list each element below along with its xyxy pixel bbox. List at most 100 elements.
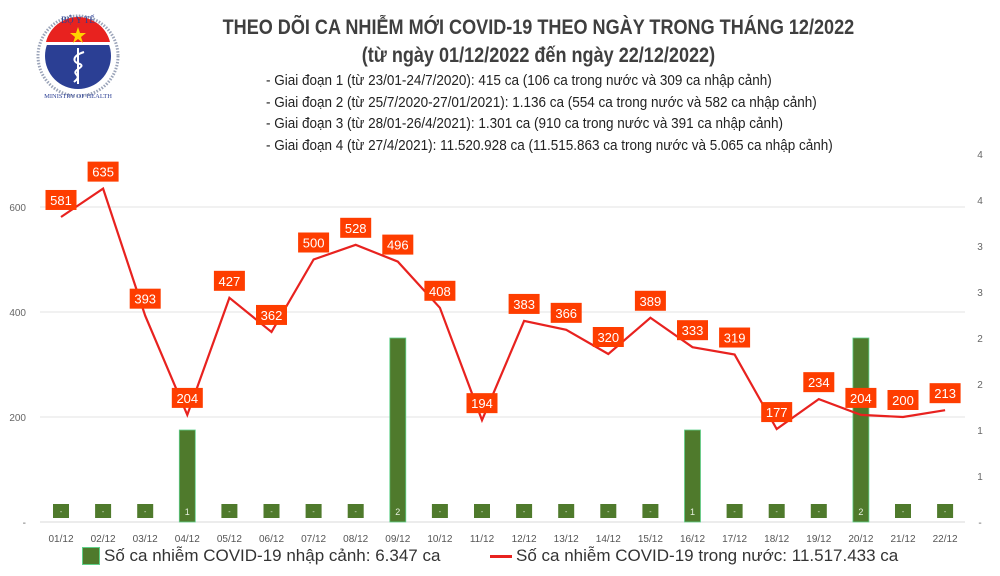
data-label: 528 <box>345 221 367 236</box>
x-tick-label: 12/12 <box>512 534 537 545</box>
x-tick-label: 15/12 <box>638 534 663 545</box>
data-label: 389 <box>640 294 662 309</box>
data-label-box <box>761 402 793 423</box>
x-tick-label: 16/12 <box>680 534 705 545</box>
x-tick-label: 21/12 <box>890 534 915 545</box>
data-label-box <box>256 304 287 325</box>
data-label-box <box>466 393 498 414</box>
data-label: 500 <box>303 236 325 251</box>
bar-imported <box>558 504 575 518</box>
data-label-box <box>845 387 877 408</box>
data-label-box <box>382 234 414 255</box>
bar-label: 2 <box>395 507 400 517</box>
bar-imported <box>137 504 154 518</box>
legend-item-domestic: Số ca nhiễm COVID-19 trong nước: 11.517.… <box>490 546 898 566</box>
data-label: 234 <box>808 375 830 390</box>
right-tick-label: 1 <box>977 426 983 437</box>
bar-imported <box>516 504 533 518</box>
data-label: 427 <box>219 274 241 289</box>
data-label: 177 <box>766 405 788 420</box>
data-label-box <box>87 161 119 182</box>
bar-label: - <box>144 509 147 516</box>
bar-label: - <box>818 509 821 516</box>
data-label-box <box>340 217 372 238</box>
bar-label: - <box>776 509 779 516</box>
bar-imported <box>810 504 827 518</box>
right-tick-label: 4 <box>977 150 983 161</box>
svg-text:MINISTRY OF HEALTH: MINISTRY OF HEALTH <box>44 93 112 100</box>
data-label-box <box>424 280 456 301</box>
bar-imported <box>53 504 69 518</box>
legend-item-imported: Số ca nhiễm COVID-19 nhập cảnh: 6.347 ca <box>82 546 440 566</box>
data-label-box <box>887 390 919 410</box>
line-domestic <box>60 186 946 431</box>
bar-label: 1 <box>185 507 190 517</box>
x-tick-label: 05/12 <box>217 534 242 545</box>
bar-imported <box>263 504 280 518</box>
ministry-of-health-logo: BỘ Y TẾ MINISTRY OF HEALTH <box>36 12 120 105</box>
note-phase-3: - Giai đoạn 3 (từ 28/01-26/4/2021): 1.30… <box>266 115 784 132</box>
bar-label: - <box>607 509 610 516</box>
right-tick-label: 3 <box>977 288 983 299</box>
data-label: 320 <box>597 330 619 345</box>
bar-label: - <box>228 509 231 516</box>
data-label-box <box>171 387 203 408</box>
data-label-box <box>803 372 835 393</box>
bar-label: - <box>102 509 105 516</box>
data-label: 213 <box>934 386 956 401</box>
data-label-box <box>213 270 245 291</box>
bar-imported <box>937 504 954 518</box>
bar-imported <box>600 504 617 518</box>
x-tick-label: 20/12 <box>848 534 873 545</box>
bar-imported <box>347 504 364 518</box>
note-phase-2: - Giai đoạn 2 (từ 25/7/2020-27/01/2021):… <box>266 93 817 111</box>
x-tick-label: 17/12 <box>722 534 747 545</box>
bar-imported <box>895 504 911 518</box>
data-label-box <box>550 302 582 323</box>
data-label: 200 <box>892 393 914 408</box>
bar-imported <box>95 504 112 518</box>
phase-notes: - Giai đoạn 1 (từ 23/01-24/7/2020): 415 … <box>266 70 833 156</box>
bar-imported <box>221 504 238 518</box>
data-label-box <box>508 293 540 314</box>
title-line-2: (từ ngày 01/12/2022 đến ngày 22/12/2022) <box>361 44 716 67</box>
bar-label: - <box>439 509 442 516</box>
x-tick-label: 22/12 <box>933 534 958 545</box>
data-label: 496 <box>387 238 409 253</box>
left-tick-label: 200 <box>9 413 26 424</box>
bar-imported <box>684 429 701 523</box>
x-tick-label: 14/12 <box>596 534 621 545</box>
data-label-box <box>677 320 708 341</box>
data-label: 319 <box>724 331 746 346</box>
right-tick-label: - <box>978 518 981 529</box>
data-label: 366 <box>555 306 577 321</box>
bar-label: - <box>944 509 947 516</box>
bar-label: - <box>902 509 905 516</box>
bar-label: 1 <box>690 507 695 517</box>
x-tick-label: 04/12 <box>175 534 200 545</box>
data-label: 383 <box>513 297 535 312</box>
data-label-box <box>129 288 161 309</box>
left-tick-label: - <box>23 518 26 529</box>
x-tick-label: 18/12 <box>764 534 789 545</box>
bar-imported <box>852 337 870 523</box>
x-tick-label: 19/12 <box>806 534 831 545</box>
x-tick-label: 03/12 <box>133 534 158 545</box>
data-label: 408 <box>429 284 451 299</box>
data-label-box <box>634 290 666 311</box>
data-label: 204 <box>176 391 198 406</box>
right-tick-label: 3 <box>977 242 983 253</box>
right-tick-label: 2 <box>977 380 983 391</box>
bar-label: - <box>733 509 736 516</box>
x-tick-label: 08/12 <box>343 534 368 545</box>
x-tick-label: 11/12 <box>470 534 495 545</box>
bar-imported <box>726 504 743 518</box>
bar-imported <box>474 504 490 518</box>
bar-imported <box>431 504 448 518</box>
bar-imported <box>389 337 407 523</box>
x-tick-label: 09/12 <box>385 534 410 545</box>
bar-imported <box>768 504 785 518</box>
x-tick-label: 06/12 <box>259 534 284 545</box>
bar-label: - <box>355 509 358 516</box>
